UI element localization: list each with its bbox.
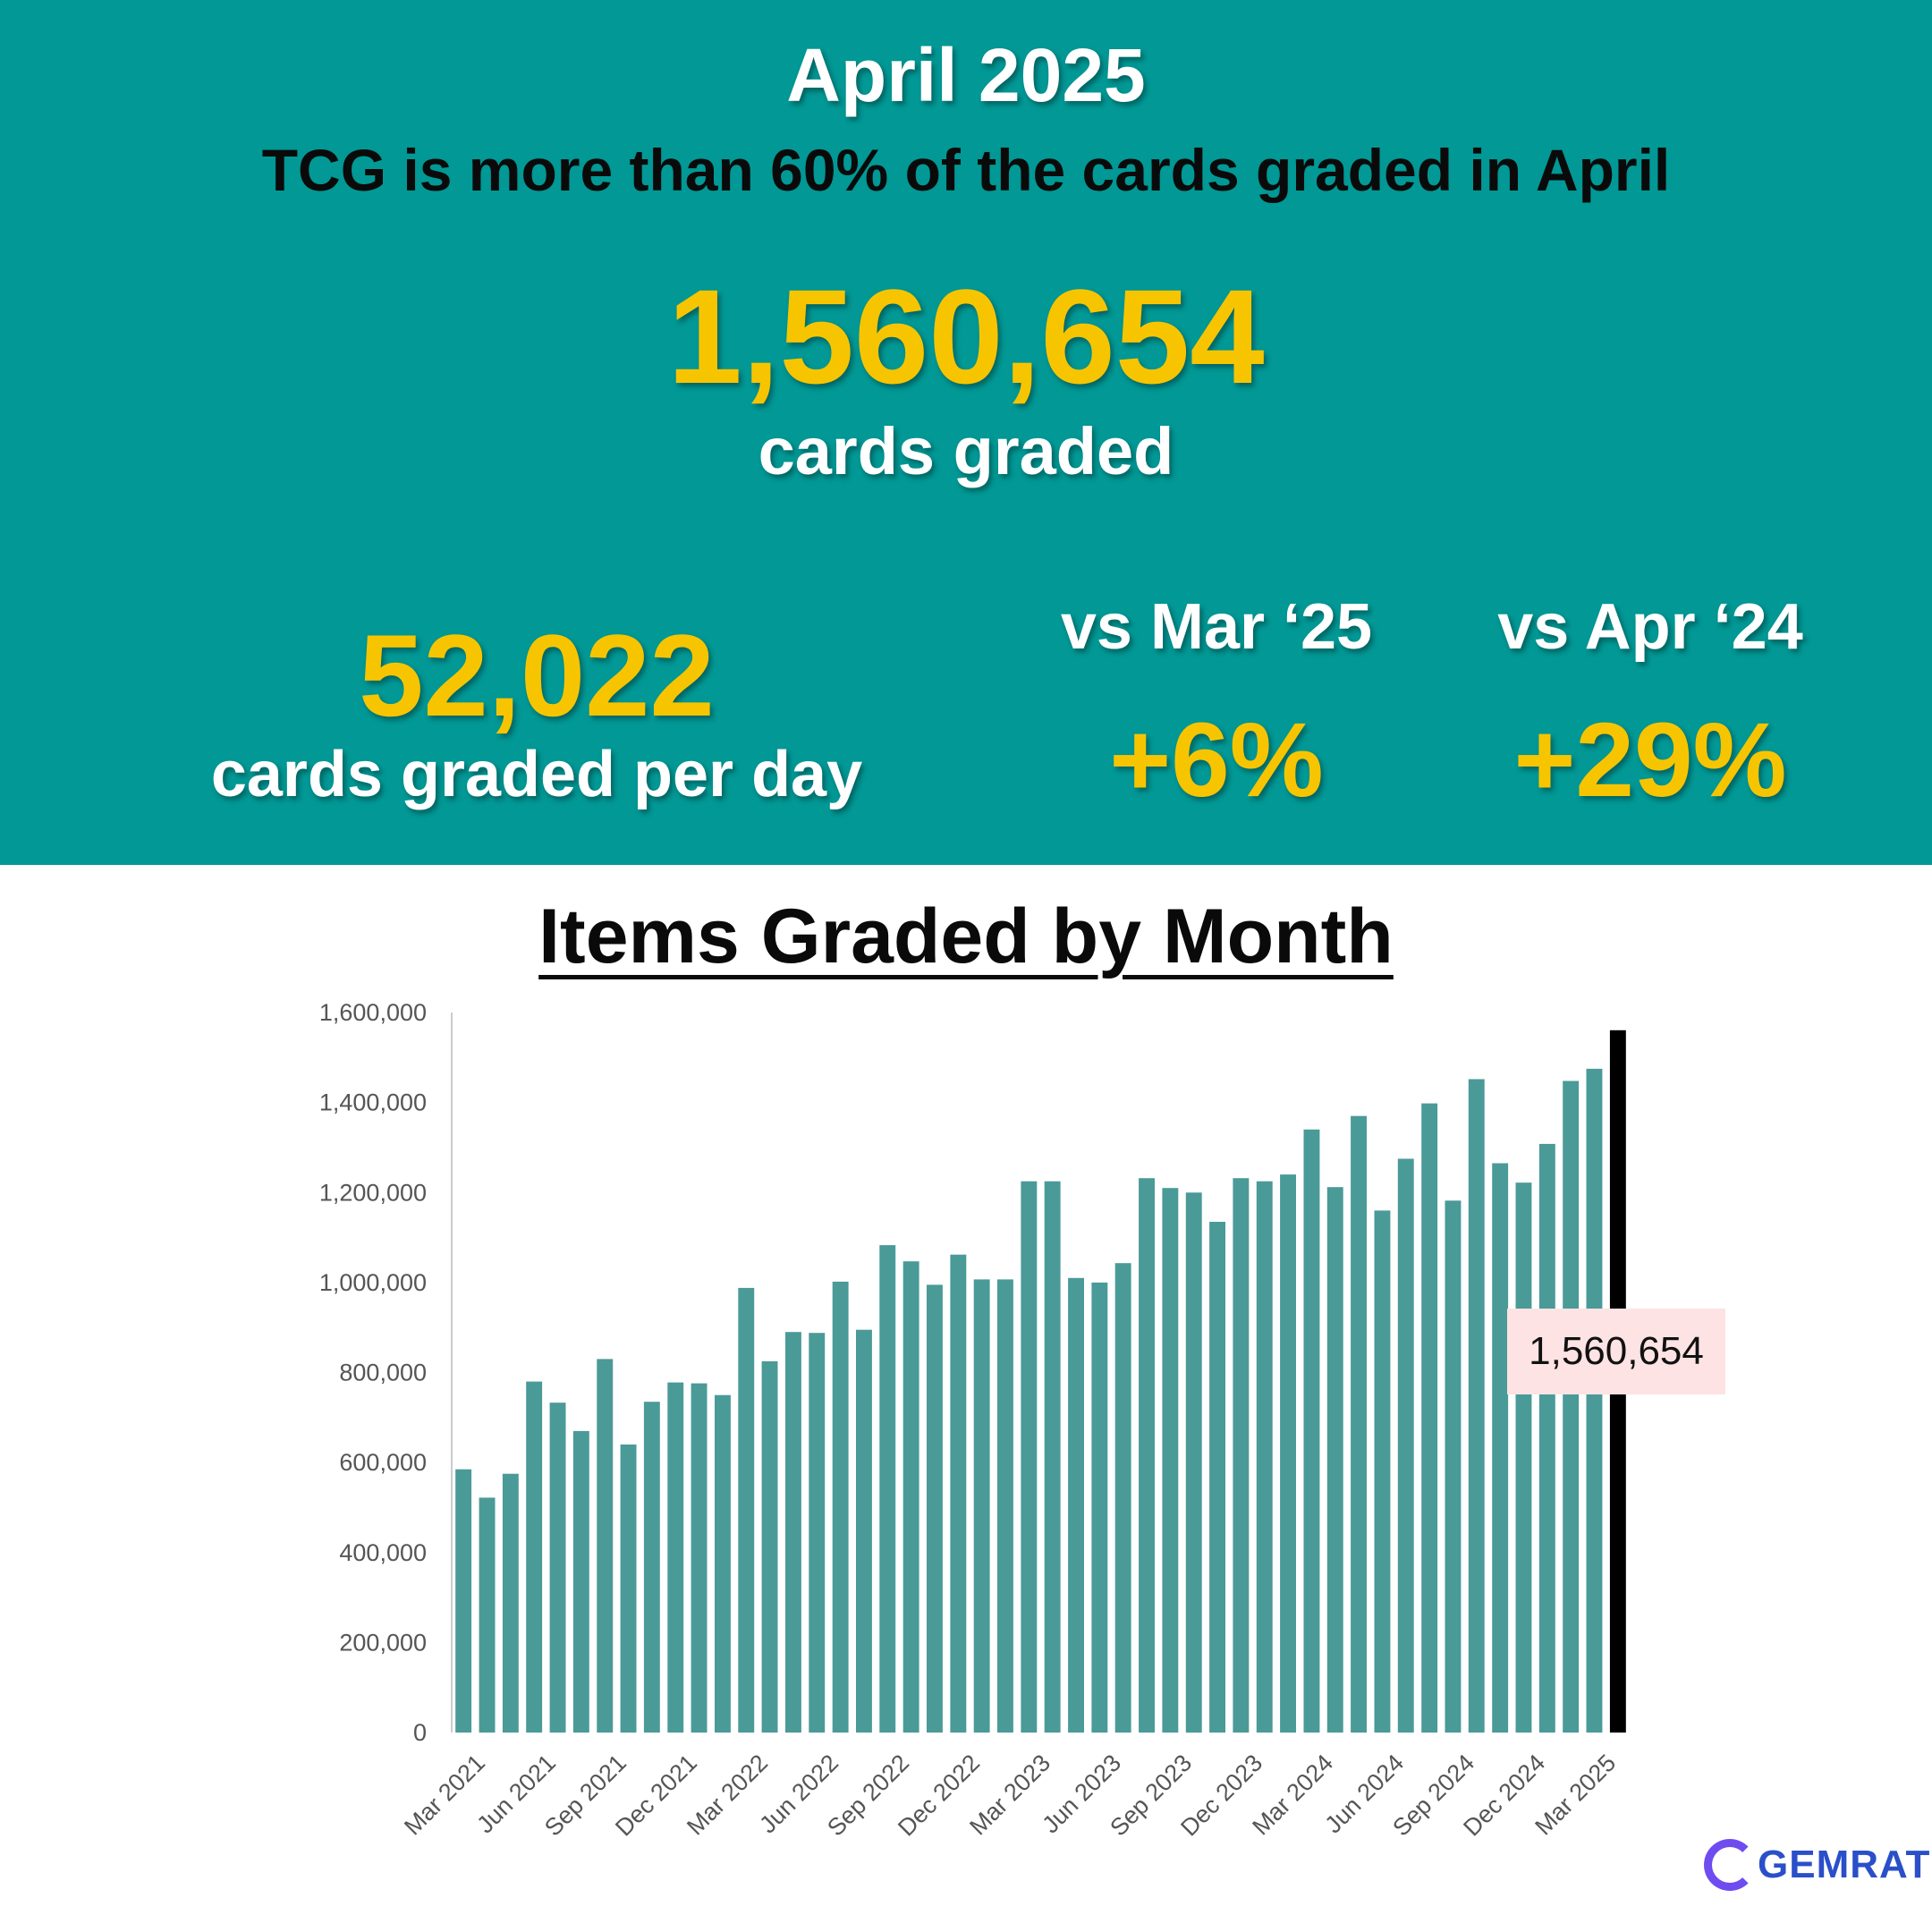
bar (738, 1287, 755, 1733)
bar (1068, 1277, 1084, 1733)
bar (1374, 1210, 1391, 1733)
bar (1538, 1143, 1555, 1733)
bar (902, 1261, 919, 1733)
bar (1091, 1282, 1108, 1733)
y-tick-label: 1,200,000 (319, 1179, 427, 1206)
bar (927, 1284, 943, 1733)
y-tick-label: 400,000 (339, 1539, 427, 1566)
bar (1351, 1115, 1367, 1733)
bar (1563, 1080, 1580, 1733)
chart-title: Items Graded by Month (538, 894, 1394, 979)
y-tick-label: 1,600,000 (319, 999, 427, 1026)
mom-change-label: vs Mar ‘25 (1060, 591, 1373, 663)
bar (950, 1254, 967, 1733)
bar (1209, 1222, 1225, 1733)
bar (1445, 1200, 1462, 1733)
x-tick-label: Mar 2021 (399, 1750, 490, 1841)
yoy-change-label: vs Apr ‘24 (1497, 591, 1803, 663)
bar (1468, 1079, 1485, 1733)
bar (809, 1333, 826, 1733)
bar (1303, 1129, 1320, 1733)
highlight-value-callout: 1,560,654 (1507, 1309, 1725, 1394)
bar (667, 1382, 684, 1733)
month-title: April 2025 (786, 33, 1146, 117)
bar (643, 1402, 660, 1733)
y-tick-label: 800,000 (339, 1360, 427, 1386)
y-tick-label: 1,400,000 (319, 1089, 427, 1116)
bar (620, 1445, 637, 1733)
bar (549, 1402, 566, 1733)
bar (973, 1279, 990, 1733)
y-tick-label: 200,000 (339, 1629, 427, 1656)
bar (1021, 1181, 1038, 1733)
bar (832, 1281, 849, 1733)
total-graded-label: cards graded (758, 414, 1174, 488)
bar (1233, 1178, 1250, 1733)
bar (1139, 1178, 1155, 1733)
logo-text: GEMRATE (1758, 1843, 1932, 1886)
bar (1397, 1158, 1414, 1733)
bar (1185, 1192, 1202, 1733)
bar (1280, 1174, 1296, 1733)
bar (455, 1469, 472, 1733)
summary-banner (0, 0, 1932, 865)
per-day-label: cards graded per day (210, 739, 863, 810)
total-graded-value: 1,560,654 (667, 261, 1265, 411)
bar (761, 1360, 778, 1733)
bar (785, 1332, 801, 1733)
bar (1492, 1163, 1509, 1733)
bar (879, 1245, 896, 1733)
bar (715, 1394, 731, 1733)
y-tick-label: 0 (413, 1719, 427, 1746)
bar (691, 1383, 708, 1733)
per-day-value: 52,022 (359, 610, 715, 741)
gemrate-logo: GEMRATE (1704, 1834, 1932, 1896)
bar (856, 1329, 872, 1733)
yoy-change-value: +29% (1513, 701, 1787, 819)
bar (1114, 1263, 1131, 1733)
gemrate-g-icon (1704, 1839, 1756, 1891)
bar (1256, 1181, 1273, 1733)
bar (997, 1279, 1013, 1733)
bar (526, 1381, 543, 1733)
mom-change-value: +6% (1109, 701, 1324, 819)
y-tick-label: 600,000 (339, 1449, 427, 1476)
headline: TCG is more than 60% of the cards graded… (261, 137, 1671, 203)
y-tick-label: 1,000,000 (319, 1269, 427, 1296)
bar (1515, 1182, 1532, 1733)
bar (1162, 1188, 1179, 1733)
bar (479, 1497, 496, 1733)
bar (1421, 1103, 1438, 1733)
bar (572, 1430, 589, 1733)
bar (1326, 1187, 1343, 1733)
bar (1044, 1181, 1061, 1733)
bar (502, 1473, 519, 1733)
bar (1586, 1068, 1603, 1733)
bar (597, 1359, 614, 1733)
